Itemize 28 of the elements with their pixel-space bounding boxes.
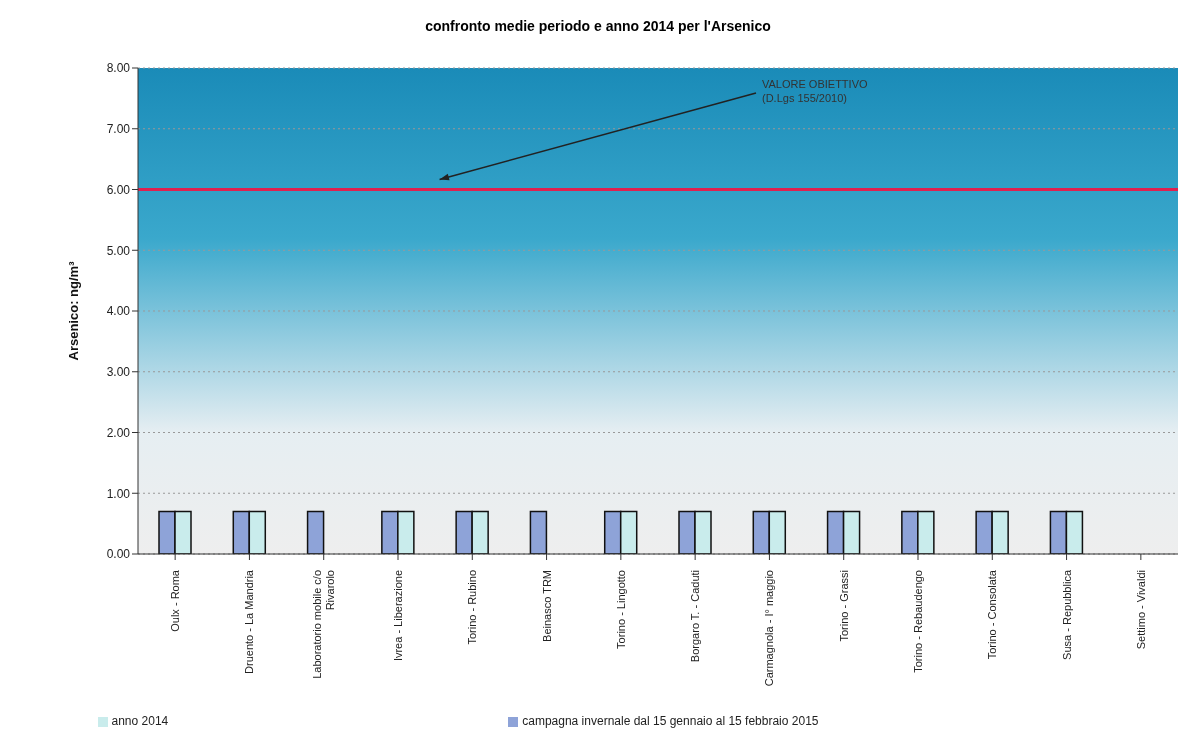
y-tick-label: 6.00 [106,182,131,197]
chart-title: confronto medie periodo e anno 2014 per l'Arsenico [424,18,772,34]
x-tick-label: Borgaro T. - Caduti [689,570,702,663]
legend-label: campagna invernale dal 15 gennaio al 15 febbraio 2015 [522,714,819,728]
x-tick-label: Torino - Grassi [837,570,850,642]
x-tick-label: Druento - La Mandria [243,569,256,674]
x-tick-label: Ivrea - Liberazione [392,570,404,662]
y-tick-label: 4.00 [106,304,131,319]
x-tick-label: Laboratorio mobile c/o Rivarolo [311,570,337,679]
x-tick-label: Susa - Repubblica [1060,569,1073,660]
ref-line-label: VALORE OBIETTIVO (D.Lgs 155/2010) [762,78,868,104]
x-tick-label: Torino - Rubino [466,570,479,645]
y-tick-label: 5.00 [106,243,131,258]
x-tick-label: Oulx - Roma [169,569,182,632]
x-tick-label: Torino - Rebaudengo [912,570,924,673]
x-tick-label: Torino - Lingotto [614,570,627,649]
x-tick-label: Settimo - Vivaldi [1134,570,1147,650]
y-tick-label: 7.00 [106,122,131,137]
y-tick-label: 1.00 [106,486,131,501]
x-tick-label: Beinasco TRM [540,570,553,642]
y-tick-label: 0.00 [106,547,131,562]
y-axis-title: Arsenico: ng/m³ [65,260,81,361]
y-tick-label: 2.00 [106,425,131,440]
legend-label: anno 2014 [111,714,169,728]
y-tick-label: 3.00 [106,365,131,380]
x-tick-label: Torino - Consolata [986,569,999,660]
x-tick-label: Carmagnola - I° maggio [763,570,776,687]
y-tick-label: 8.00 [106,61,131,76]
